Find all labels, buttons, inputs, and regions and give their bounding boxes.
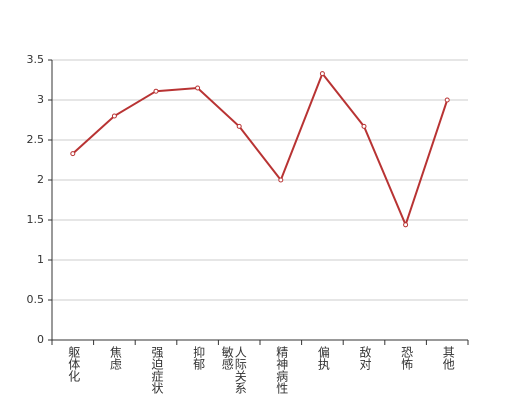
x-tick-label: 偏执 (316, 346, 331, 370)
x-tick-label: 敌对 (358, 346, 372, 370)
point (195, 85, 201, 91)
x-tick-label: 其他 (441, 346, 456, 370)
point (153, 88, 159, 94)
x-tick-label: 焦虑 (108, 346, 123, 370)
y-tick-label: 2.5 (27, 133, 45, 146)
point (111, 113, 117, 119)
x-tick-label: 人际关系敏感 (220, 346, 248, 394)
y-tick-label: 1.5 (27, 213, 45, 226)
point (444, 97, 450, 103)
y-tick-label: 1 (37, 253, 44, 266)
x-tick-label: 恐怖 (399, 346, 414, 370)
x-tick-label: 躯体化 (66, 346, 81, 382)
point (70, 151, 76, 157)
y-tick-label: 0.5 (27, 293, 45, 306)
line (72, 71, 449, 228)
point (236, 123, 242, 129)
x-tick-label: 精神病性 (274, 346, 289, 394)
x-tick-label: 抑郁 (191, 346, 206, 370)
point (278, 177, 284, 183)
y-tick-label: 2 (37, 173, 44, 186)
point (403, 222, 409, 228)
x-tick-label: 强迫症状 (150, 346, 164, 394)
y-tick-label: 3 (37, 93, 44, 106)
point (361, 123, 367, 129)
y-tick-label: 3.5 (27, 53, 45, 66)
point (319, 71, 325, 77)
y-tick-label: 0 (37, 333, 44, 346)
